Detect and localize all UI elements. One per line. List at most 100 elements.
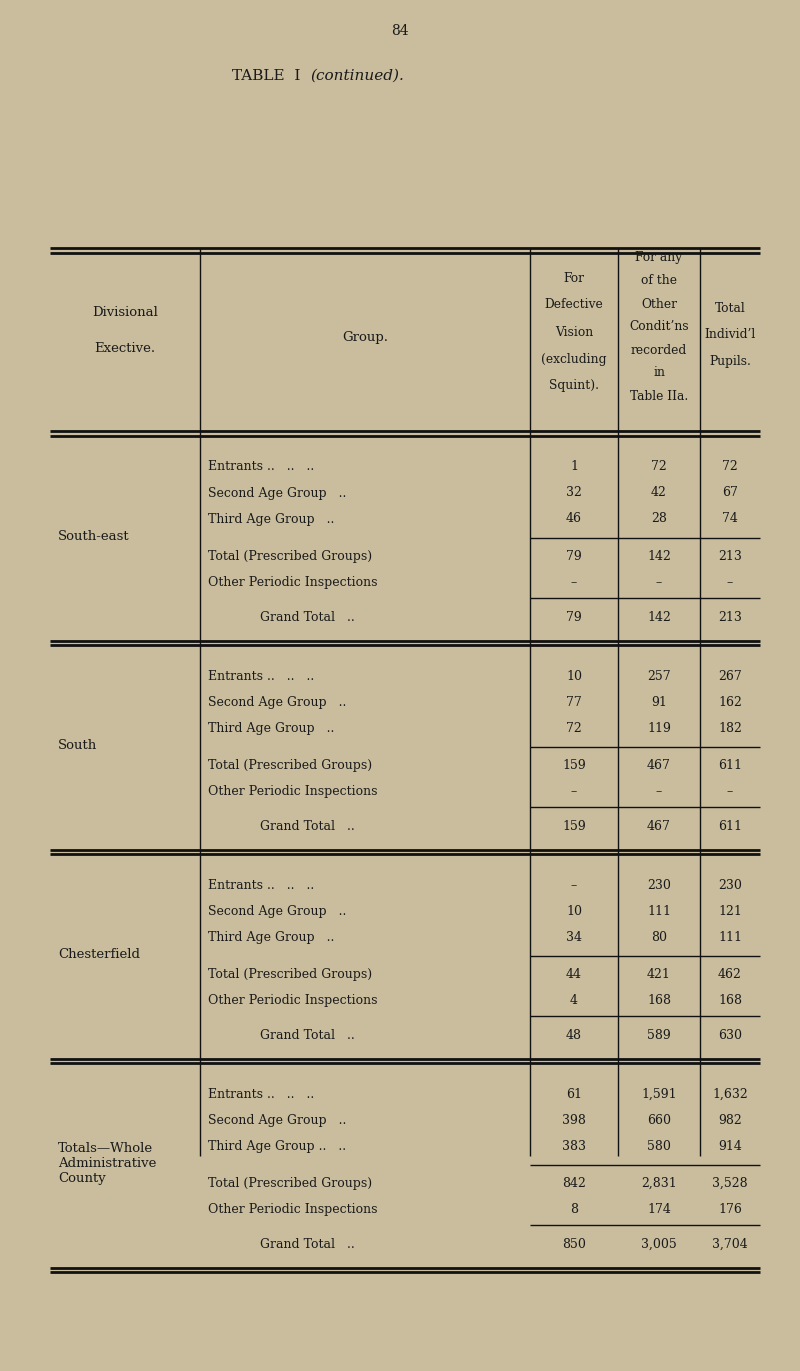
Text: 1: 1 xyxy=(570,461,578,473)
Text: 34: 34 xyxy=(566,931,582,943)
Text: 182: 182 xyxy=(718,721,742,735)
Text: 176: 176 xyxy=(718,1202,742,1216)
Text: Entrants ..   ..   ..: Entrants .. .. .. xyxy=(208,461,314,473)
Text: Exective.: Exective. xyxy=(94,341,155,355)
Text: Other Periodic Inspections: Other Periodic Inspections xyxy=(208,1202,378,1216)
Text: Other Periodic Inspections: Other Periodic Inspections xyxy=(208,576,378,588)
Text: 72: 72 xyxy=(566,721,582,735)
Text: 660: 660 xyxy=(647,1113,671,1127)
Text: 467: 467 xyxy=(647,820,671,834)
Text: Chesterfield: Chesterfield xyxy=(58,949,140,961)
Text: 84: 84 xyxy=(391,25,409,38)
Text: –: – xyxy=(656,784,662,798)
Text: –: – xyxy=(727,784,733,798)
Text: 111: 111 xyxy=(647,905,671,917)
Text: Divisional: Divisional xyxy=(92,307,158,319)
Text: 46: 46 xyxy=(566,513,582,525)
Text: TABLE  I: TABLE I xyxy=(232,69,310,84)
Text: Squint).: Squint). xyxy=(549,380,599,392)
Text: 174: 174 xyxy=(647,1202,671,1216)
Text: 61: 61 xyxy=(566,1087,582,1101)
Text: Grand Total   ..: Grand Total .. xyxy=(260,1238,354,1252)
Text: 44: 44 xyxy=(566,968,582,980)
Text: 10: 10 xyxy=(566,669,582,683)
Text: Second Age Group   ..: Second Age Group .. xyxy=(208,695,346,709)
Text: 842: 842 xyxy=(562,1176,586,1190)
Text: Entrants ..   ..   ..: Entrants .. .. .. xyxy=(208,879,314,891)
Text: 142: 142 xyxy=(647,550,671,562)
Text: Total (Prescribed Groups): Total (Prescribed Groups) xyxy=(208,758,372,772)
Text: 462: 462 xyxy=(718,968,742,980)
Text: South-east: South-east xyxy=(58,531,130,543)
Text: 630: 630 xyxy=(718,1030,742,1042)
Text: 611: 611 xyxy=(718,758,742,772)
Text: Total (Prescribed Groups): Total (Prescribed Groups) xyxy=(208,1176,372,1190)
Text: 2,831: 2,831 xyxy=(641,1176,677,1190)
Text: Vision: Vision xyxy=(555,325,593,339)
Text: 28: 28 xyxy=(651,513,667,525)
Text: 580: 580 xyxy=(647,1139,671,1153)
Text: 8: 8 xyxy=(570,1202,578,1216)
Text: 10: 10 xyxy=(566,905,582,917)
Text: 168: 168 xyxy=(718,994,742,1006)
Text: 159: 159 xyxy=(562,758,586,772)
Text: Defective: Defective xyxy=(545,299,603,311)
Text: Third Age Group   ..: Third Age Group .. xyxy=(208,721,334,735)
Text: 79: 79 xyxy=(566,611,582,624)
Text: 213: 213 xyxy=(718,611,742,624)
Text: Second Age Group   ..: Second Age Group .. xyxy=(208,905,346,917)
Text: Entrants ..   ..   ..: Entrants .. .. .. xyxy=(208,1087,314,1101)
Text: –: – xyxy=(727,576,733,588)
Text: –: – xyxy=(571,879,577,891)
Text: For any: For any xyxy=(635,251,682,265)
Text: 79: 79 xyxy=(566,550,582,562)
Text: Third Age Group   ..: Third Age Group .. xyxy=(208,931,334,943)
Text: 850: 850 xyxy=(562,1238,586,1252)
Text: 80: 80 xyxy=(651,931,667,943)
Text: Grand Total   ..: Grand Total .. xyxy=(260,611,354,624)
Text: Condit’ns: Condit’ns xyxy=(629,321,689,333)
Text: 267: 267 xyxy=(718,669,742,683)
Text: recorded: recorded xyxy=(631,344,687,356)
Text: (excluding: (excluding xyxy=(542,352,606,366)
Text: 1,591: 1,591 xyxy=(641,1087,677,1101)
Text: (continued).: (continued). xyxy=(310,69,404,84)
Text: 611: 611 xyxy=(718,820,742,834)
Text: Other Periodic Inspections: Other Periodic Inspections xyxy=(208,994,378,1006)
Text: Group.: Group. xyxy=(342,332,388,344)
Text: Grand Total   ..: Grand Total .. xyxy=(260,820,354,834)
Text: –: – xyxy=(571,784,577,798)
Text: 142: 142 xyxy=(647,611,671,624)
Text: 159: 159 xyxy=(562,820,586,834)
Text: 119: 119 xyxy=(647,721,671,735)
Text: 589: 589 xyxy=(647,1030,671,1042)
Text: in: in xyxy=(653,366,665,380)
Text: 72: 72 xyxy=(722,461,738,473)
Text: 77: 77 xyxy=(566,695,582,709)
Text: 3,528: 3,528 xyxy=(712,1176,748,1190)
Text: Total (Prescribed Groups): Total (Prescribed Groups) xyxy=(208,550,372,562)
Text: 91: 91 xyxy=(651,695,667,709)
Text: 162: 162 xyxy=(718,695,742,709)
Text: 398: 398 xyxy=(562,1113,586,1127)
Text: Individ’l: Individ’l xyxy=(704,329,756,341)
Text: Other Periodic Inspections: Other Periodic Inspections xyxy=(208,784,378,798)
Text: Grand Total   ..: Grand Total .. xyxy=(260,1030,354,1042)
Text: 213: 213 xyxy=(718,550,742,562)
Text: 67: 67 xyxy=(722,487,738,499)
Text: –: – xyxy=(571,576,577,588)
Text: 74: 74 xyxy=(722,513,738,525)
Text: 1,632: 1,632 xyxy=(712,1087,748,1101)
Text: 230: 230 xyxy=(718,879,742,891)
Text: 3,704: 3,704 xyxy=(712,1238,748,1252)
Text: Second Age Group   ..: Second Age Group .. xyxy=(208,1113,346,1127)
Text: 467: 467 xyxy=(647,758,671,772)
Text: of the: of the xyxy=(641,274,677,288)
Text: Second Age Group   ..: Second Age Group .. xyxy=(208,487,346,499)
Text: 230: 230 xyxy=(647,879,671,891)
Text: 32: 32 xyxy=(566,487,582,499)
Text: 121: 121 xyxy=(718,905,742,917)
Text: Total: Total xyxy=(714,302,746,314)
Text: 72: 72 xyxy=(651,461,667,473)
Text: 914: 914 xyxy=(718,1139,742,1153)
